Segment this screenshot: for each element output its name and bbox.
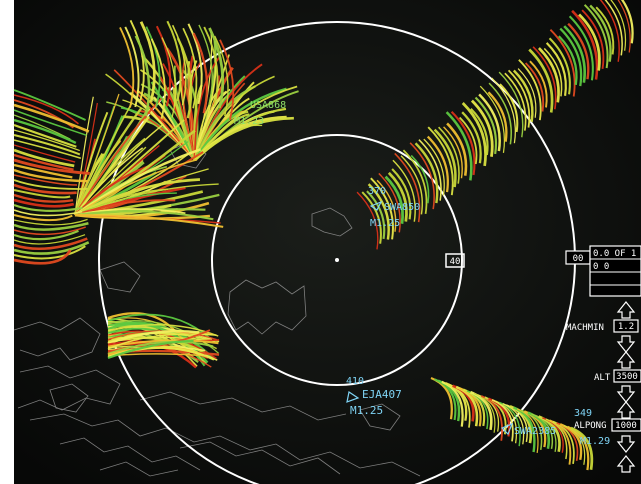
extra-up-arrow-icon[interactable] xyxy=(616,455,636,473)
alt-value-box[interactable] xyxy=(613,369,641,383)
aircraft-ac4-callsign: SWA2385 xyxy=(514,426,556,437)
machmin-up-arrow-icon[interactable] xyxy=(616,301,636,319)
range-ring-label: 40 xyxy=(450,257,461,267)
plume-lower-left xyxy=(107,312,220,369)
aircraft-ac1-speed: M1.23 xyxy=(234,116,264,127)
aircraft-ac1[interactable]: USA868 M1.23 xyxy=(234,100,286,127)
alpong-label: ALPONG xyxy=(574,421,607,431)
aircraft-ac4-speed: M1.29 xyxy=(580,436,610,447)
plume-lower-right xyxy=(430,376,594,471)
aircraft-ac3-altitude: 410 xyxy=(346,376,364,387)
readout-line-2: 0 0 xyxy=(593,262,609,272)
alpong-value-box[interactable] xyxy=(611,418,641,432)
plume-upper-right xyxy=(356,0,634,250)
alpong-down-arrow-icon[interactable] xyxy=(616,435,636,453)
plume-top-green xyxy=(119,19,235,120)
aircraft-ac4-symbol-icon xyxy=(500,422,514,436)
aircraft-ac2[interactable]: 370 SWA850 M1.25 xyxy=(368,186,420,229)
aircraft-ac1-callsign: USA868 xyxy=(250,100,286,111)
inner-range-ring xyxy=(211,134,463,386)
top-value: 00 xyxy=(573,254,584,264)
trajectory-plumes xyxy=(13,0,634,471)
aircraft-ac4-altitude: 349 xyxy=(574,408,592,419)
aircraft-ac4[interactable]: 349 SWA2385 M1.29 xyxy=(500,408,610,447)
alt-up-arrow-icon[interactable] xyxy=(616,351,636,369)
plume-left-edge xyxy=(13,89,90,265)
aircraft-ac2-callsign: SWA850 xyxy=(384,202,420,213)
aircraft-ac2-altitude: 370 xyxy=(368,186,386,197)
alpong-value: 1000 xyxy=(615,421,637,431)
alt-label: ALT xyxy=(594,373,611,383)
readout-line-1: 0.0 OF 1 xyxy=(593,249,636,259)
aircraft-ac3-speed: M1.25 xyxy=(350,404,383,417)
aircraft-ac2-speed: M1.25 xyxy=(370,218,400,229)
aircraft-ac3-callsign: EJA407 xyxy=(362,388,402,401)
aircraft-ac3[interactable]: 410 EJA407 M1.25 xyxy=(346,376,402,417)
alt-down-arrow-icon[interactable] xyxy=(616,385,636,403)
alt-value: 3500 xyxy=(616,372,638,382)
range-ring-box[interactable] xyxy=(445,253,465,268)
scope-background xyxy=(14,0,641,484)
machmin-label: MACHMIN xyxy=(566,323,604,333)
map-boundaries xyxy=(13,141,421,477)
machmin-value-box[interactable] xyxy=(613,319,639,333)
readout-panel xyxy=(589,245,641,297)
aircraft-ac2-symbol-icon xyxy=(369,200,383,211)
machmin-down-arrow-icon[interactable] xyxy=(616,335,636,353)
alpong-up-arrow-icon[interactable] xyxy=(616,401,636,419)
scope-center-marker xyxy=(335,258,339,262)
plume-upper-left xyxy=(105,33,299,161)
control-panel: 00 0.0 OF 1 0 0 MACHMIN 1.2 ALT 3500 ALP… xyxy=(565,245,641,473)
aircraft-ac3-symbol-icon xyxy=(346,391,360,403)
machmin-value: 1.2 xyxy=(618,322,634,332)
